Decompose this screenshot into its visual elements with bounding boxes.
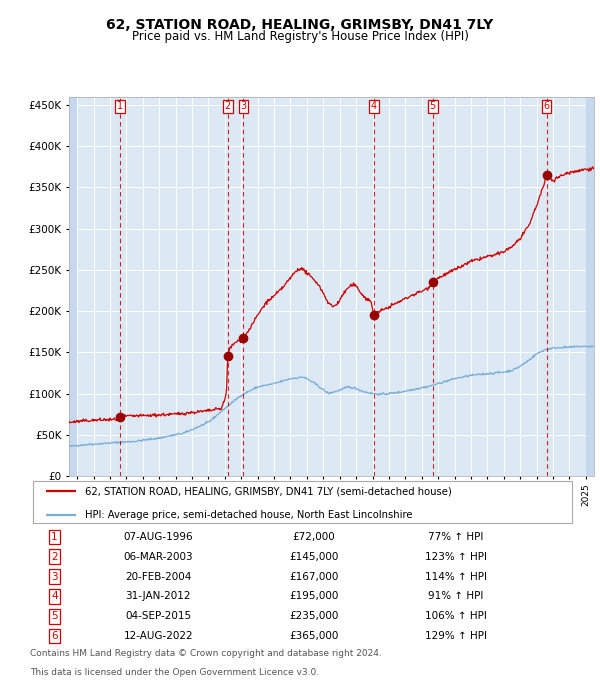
Text: 6: 6 bbox=[51, 631, 58, 641]
Text: This data is licensed under the Open Government Licence v3.0.: This data is licensed under the Open Gov… bbox=[30, 668, 319, 677]
Text: 4: 4 bbox=[51, 592, 58, 601]
Text: £145,000: £145,000 bbox=[289, 551, 338, 562]
Text: 114% ↑ HPI: 114% ↑ HPI bbox=[425, 572, 487, 581]
Text: 5: 5 bbox=[51, 611, 58, 622]
Text: 06-MAR-2003: 06-MAR-2003 bbox=[124, 551, 193, 562]
Text: £195,000: £195,000 bbox=[289, 592, 338, 601]
Text: 2: 2 bbox=[51, 551, 58, 562]
Text: 62, STATION ROAD, HEALING, GRIMSBY, DN41 7LY: 62, STATION ROAD, HEALING, GRIMSBY, DN41… bbox=[106, 18, 494, 32]
Text: 3: 3 bbox=[241, 101, 247, 112]
Text: 31-JAN-2012: 31-JAN-2012 bbox=[125, 592, 191, 601]
Text: £72,000: £72,000 bbox=[293, 532, 335, 542]
Text: 123% ↑ HPI: 123% ↑ HPI bbox=[425, 551, 487, 562]
Text: 5: 5 bbox=[430, 101, 436, 112]
Text: 04-SEP-2015: 04-SEP-2015 bbox=[125, 611, 191, 622]
Text: 3: 3 bbox=[51, 572, 58, 581]
Text: £365,000: £365,000 bbox=[289, 631, 338, 641]
Text: 4: 4 bbox=[371, 101, 377, 112]
Text: £167,000: £167,000 bbox=[289, 572, 338, 581]
Text: 129% ↑ HPI: 129% ↑ HPI bbox=[425, 631, 487, 641]
Text: 62, STATION ROAD, HEALING, GRIMSBY, DN41 7LY (semi-detached house): 62, STATION ROAD, HEALING, GRIMSBY, DN41… bbox=[85, 486, 451, 496]
Text: Contains HM Land Registry data © Crown copyright and database right 2024.: Contains HM Land Registry data © Crown c… bbox=[30, 649, 382, 658]
FancyBboxPatch shape bbox=[33, 481, 572, 523]
Text: 106% ↑ HPI: 106% ↑ HPI bbox=[425, 611, 487, 622]
Text: 1: 1 bbox=[51, 532, 58, 542]
Text: 07-AUG-1996: 07-AUG-1996 bbox=[124, 532, 193, 542]
Text: Price paid vs. HM Land Registry's House Price Index (HPI): Price paid vs. HM Land Registry's House … bbox=[131, 30, 469, 43]
Text: 2: 2 bbox=[224, 101, 231, 112]
Text: 12-AUG-2022: 12-AUG-2022 bbox=[124, 631, 193, 641]
Bar bbox=[69, 97, 77, 476]
Text: 91% ↑ HPI: 91% ↑ HPI bbox=[428, 592, 484, 601]
Text: 1: 1 bbox=[116, 101, 123, 112]
Text: 20-FEB-2004: 20-FEB-2004 bbox=[125, 572, 191, 581]
Text: £235,000: £235,000 bbox=[289, 611, 338, 622]
Bar bbox=[586, 97, 594, 476]
Text: HPI: Average price, semi-detached house, North East Lincolnshire: HPI: Average price, semi-detached house,… bbox=[85, 510, 412, 520]
Text: 6: 6 bbox=[544, 101, 550, 112]
Text: 77% ↑ HPI: 77% ↑ HPI bbox=[428, 532, 484, 542]
